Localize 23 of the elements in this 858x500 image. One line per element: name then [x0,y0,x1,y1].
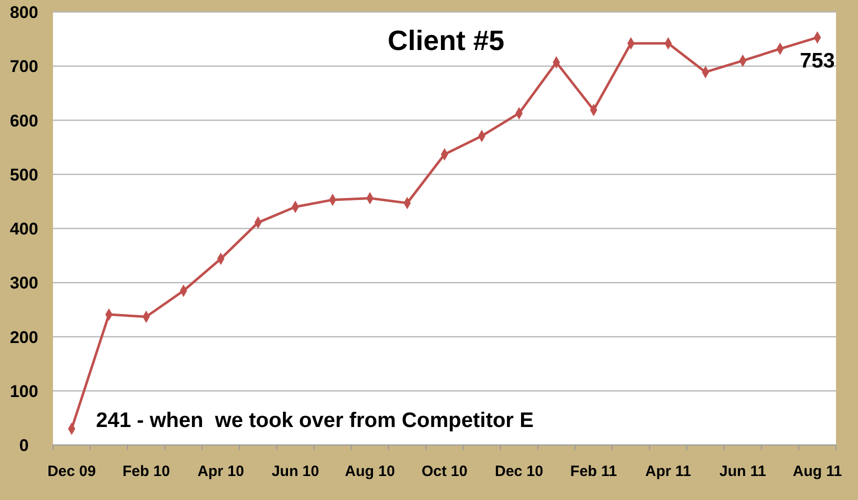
y-tick-label: 800 [10,3,38,22]
x-tick-label: Aug 11 [792,463,842,480]
y-tick-label: 700 [10,57,38,76]
x-tick-label: Apr 11 [645,463,692,480]
y-tick-label: 500 [10,165,38,184]
y-tick-label: 0 [19,436,29,455]
y-tick-label: 200 [10,328,38,347]
x-tick-label: Jun 11 [719,463,766,480]
y-tick-label: 400 [10,220,38,238]
y-tick-label: 300 [10,274,38,293]
x-tick-label: Dec 10 [494,463,544,480]
x-tick-label: Dec 09 [47,463,96,480]
x-tick-label: Feb 11 [570,463,617,480]
annotation: 241 - when we took over from Competitor E [96,409,534,432]
annotation: 753 [800,49,835,72]
text: Client #5 [388,25,504,56]
x-tick-label: Aug 10 [344,463,395,480]
x-tick-label: Oct 10 [422,463,468,480]
x-tick-label: Feb 10 [122,463,170,480]
x-tick-label: Jun 10 [272,463,320,480]
y-tick-label: 600 [10,111,38,130]
y-tick-label: 100 [10,382,38,401]
x-tick-label: Apr 10 [197,463,244,480]
